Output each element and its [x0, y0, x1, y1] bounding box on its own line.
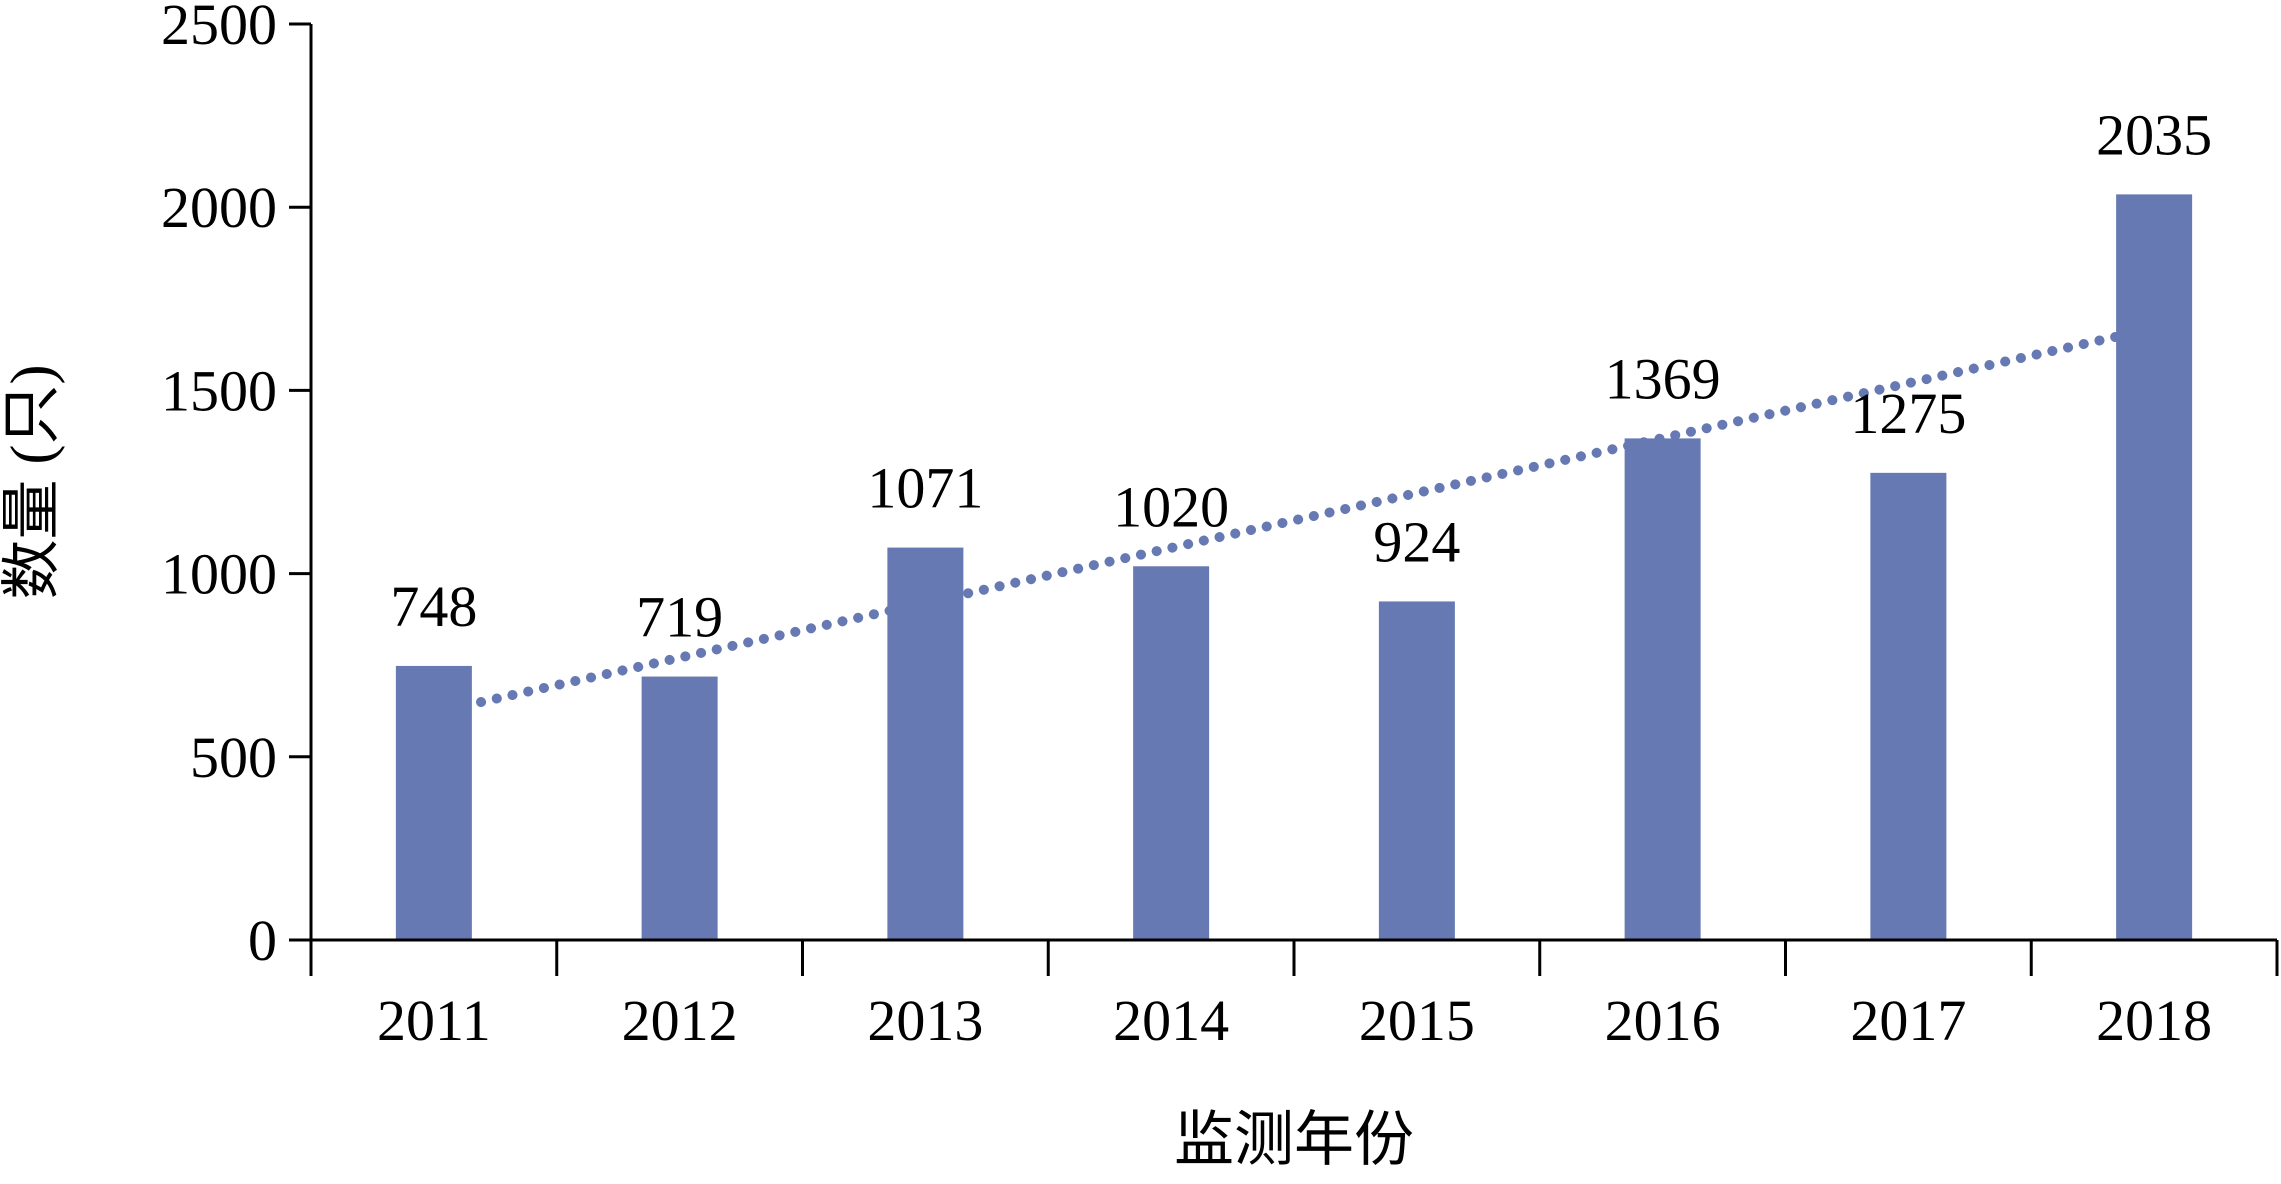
bar — [1624, 438, 1701, 940]
data-label: 1071 — [867, 456, 983, 521]
x-tick-label: 2018 — [2096, 988, 2212, 1053]
trendline — [428, 323, 2160, 718]
bar — [1870, 472, 1947, 940]
data-label: 1275 — [1850, 381, 1966, 446]
y-tick-label: 2000 — [161, 175, 277, 240]
y-tick-label: 1500 — [161, 358, 277, 423]
bar — [1133, 566, 1210, 940]
bar — [2116, 194, 2193, 941]
x-tick-label: 2017 — [1850, 988, 1966, 1053]
axes-group — [289, 22, 2279, 976]
y-tick-label: 500 — [190, 725, 277, 790]
data-label: 719 — [636, 585, 723, 650]
x-tick-label: 2012 — [622, 988, 738, 1053]
x-tick-label: 2015 — [1359, 988, 1475, 1053]
bar — [641, 676, 718, 940]
bar — [395, 665, 472, 940]
data-label: 1369 — [1605, 346, 1721, 411]
data-label: 1020 — [1113, 474, 1229, 539]
data-label: 2035 — [2096, 102, 2212, 167]
x-tick-label: 2013 — [867, 988, 983, 1053]
x-tick-label: 2011 — [377, 988, 491, 1053]
bars-group — [395, 194, 2193, 941]
y-axis-title: 数量 (只) — [0, 365, 65, 600]
x-tick-label: 2016 — [1605, 988, 1721, 1053]
data-label: 748 — [390, 574, 477, 639]
x-axis-title: 监测年份 — [1174, 1107, 1414, 1173]
trendline-group — [428, 323, 2160, 718]
bar — [1378, 601, 1455, 940]
labels-group: 0 500 1000 1500 2000 2500 748 2011 719 2012 1071 20… — [161, 0, 2212, 1053]
bar — [887, 547, 964, 940]
y-tick-label: 0 — [248, 908, 277, 973]
data-label: 924 — [1373, 509, 1460, 574]
y-tick-label: 2500 — [161, 0, 277, 57]
x-tick-label: 2014 — [1113, 988, 1229, 1053]
y-tick-label: 1000 — [161, 542, 277, 607]
